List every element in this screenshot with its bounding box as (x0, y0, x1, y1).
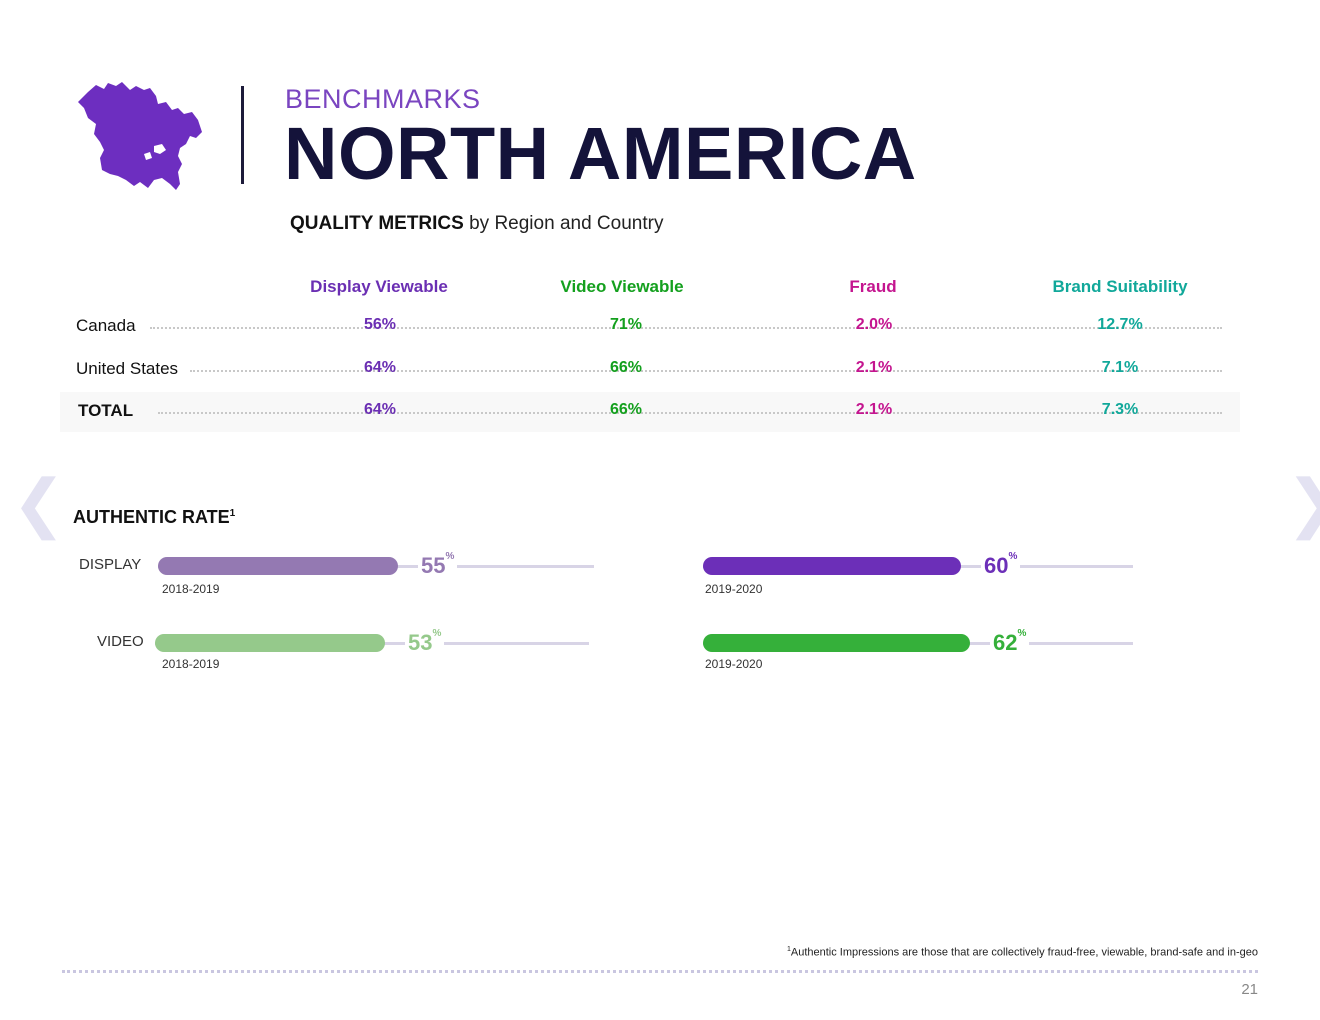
authentic-rate-title: AUTHENTIC RATE1 (73, 507, 235, 528)
bar-fill (155, 634, 385, 652)
value-display-viewable: 64% (363, 359, 397, 376)
value-display-viewable: 56% (363, 316, 397, 333)
north-america-map-icon (74, 80, 208, 196)
bar-value-unit: % (1017, 628, 1027, 639)
value-brand-suitability: 7.3% (1101, 401, 1139, 418)
value-brand-suitability: 7.1% (1101, 359, 1139, 376)
bar-fill (158, 557, 398, 575)
row-leader (158, 412, 1222, 414)
year-label: 2019-2020 (705, 657, 763, 671)
page-title: NORTH AMERICA (284, 112, 917, 195)
col-video-viewable: Video Viewable (560, 277, 684, 296)
bar-value-label: 60% (981, 551, 1021, 579)
prev-page-arrow-icon[interactable]: ❮ (12, 467, 66, 539)
col-fraud: Fraud (849, 277, 897, 296)
row-leader (190, 370, 1222, 372)
footer-divider (62, 970, 1258, 973)
year-label: 2018-2019 (162, 582, 220, 596)
page-kicker: BENCHMARKS (285, 84, 481, 114)
table-row-total: TOTAL 64% 66% 2.1% 7.3% (60, 392, 1240, 432)
bar-value-unit: % (432, 628, 442, 639)
col-brand-suitability: Brand Suitability (1052, 277, 1188, 296)
value-brand-suitability: 12.7% (1097, 316, 1143, 333)
next-page-arrow-icon[interactable]: ❯ (1286, 466, 1320, 541)
value-video-viewable: 66% (609, 359, 643, 376)
row-label: United States (76, 359, 179, 378)
bar-value-unit: % (1008, 551, 1018, 562)
display-row-label: DISPLAY (79, 556, 142, 573)
bar-value-unit: % (445, 551, 455, 562)
bar-fill (703, 557, 961, 575)
value-fraud: 2.0% (855, 316, 893, 333)
authentic-rate-label: AUTHENTIC RATE (73, 507, 230, 527)
bar-value-label: 62% (990, 628, 1030, 656)
bar-value: 60 (984, 553, 1009, 578)
subtitle-rest: by Region and Country (463, 213, 664, 234)
footnote-text: Authentic Impressions are those that are… (790, 946, 1258, 959)
header-divider (241, 86, 244, 184)
bar-value: 55 (421, 553, 446, 578)
value-display-viewable: 64% (363, 401, 397, 418)
bar-value-label: 53% (405, 628, 445, 656)
bar-value-label: 55% (418, 551, 458, 579)
table-row-united-states: United States 64% 66% 2.1% 7.1% (60, 350, 1240, 390)
table-subtitle: QUALITY METRICS by Region and Country (290, 213, 663, 235)
value-video-viewable: 66% (609, 401, 643, 418)
bar-value: 53 (408, 630, 433, 655)
authentic-rate-footnote-marker: 1 (229, 508, 236, 519)
footnote-marker: 1 (786, 946, 791, 953)
video-row-label: VIDEO (97, 633, 144, 650)
row-label: TOTAL (78, 401, 134, 420)
bar-fill (703, 634, 970, 652)
page-number: 21 (1241, 981, 1258, 998)
value-fraud: 2.1% (855, 401, 893, 418)
year-label: 2018-2019 (162, 657, 220, 671)
value-fraud: 2.1% (855, 359, 893, 376)
table-row-canada: Canada 56% 71% 2.0% 12.7% (60, 307, 1240, 347)
subtitle-bold: QUALITY METRICS (290, 213, 464, 234)
row-leader (150, 327, 1222, 329)
year-label: 2019-2020 (705, 582, 763, 596)
value-video-viewable: 71% (609, 316, 643, 333)
footnote: 1Authentic Impressions are those that ar… (787, 946, 1258, 959)
row-label: Canada (76, 316, 136, 335)
col-display-viewable: Display Viewable (310, 277, 448, 296)
bar-value: 62 (993, 630, 1018, 655)
